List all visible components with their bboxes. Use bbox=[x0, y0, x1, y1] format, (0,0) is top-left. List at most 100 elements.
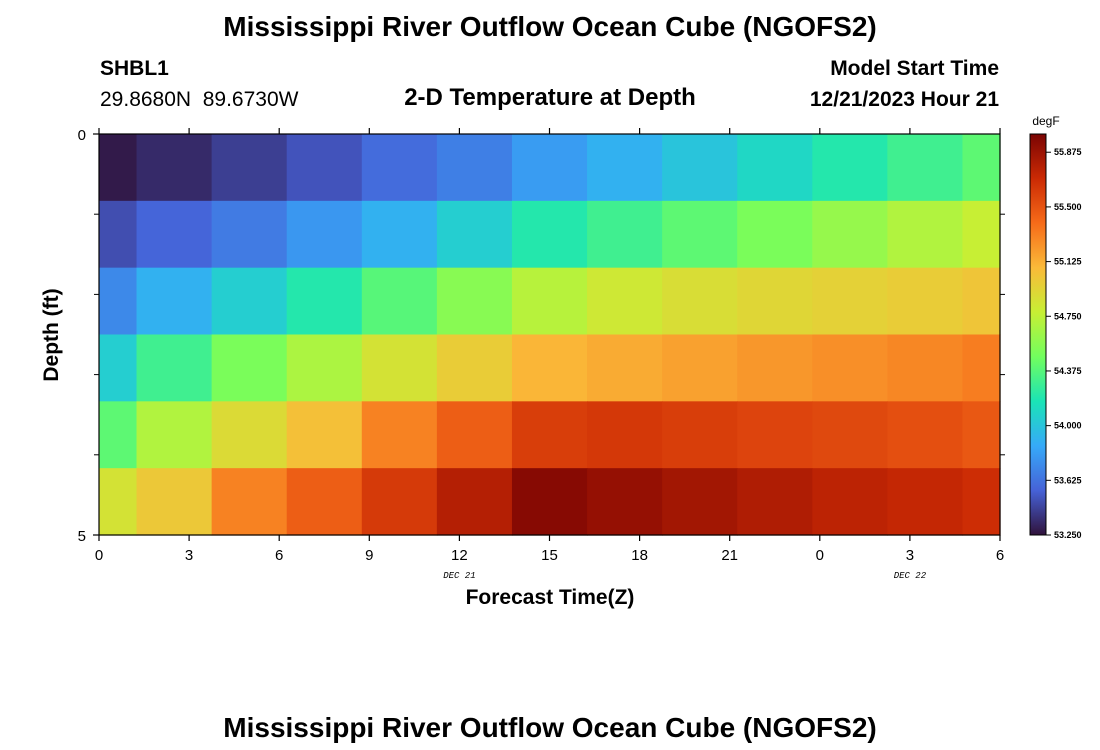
station-id: SHBL1 bbox=[100, 57, 169, 80]
heatmap-cell bbox=[737, 134, 813, 202]
heatmap-cell bbox=[361, 468, 438, 536]
heatmap-cell bbox=[136, 134, 213, 202]
heatmap-cell bbox=[436, 468, 513, 536]
heatmap-cell bbox=[737, 468, 813, 536]
heatmap-cell bbox=[286, 134, 363, 202]
heatmap-cell bbox=[361, 401, 438, 469]
heatmap-cell bbox=[211, 468, 288, 536]
heatmap-cell bbox=[812, 267, 888, 336]
heatmap-cell bbox=[887, 334, 964, 402]
y-axis: 05 bbox=[78, 127, 1005, 545]
heatmap-cell bbox=[361, 334, 438, 402]
heatmap-cell bbox=[962, 334, 1001, 402]
heatmap-cell bbox=[737, 334, 813, 402]
x-axis-label: Forecast Time(Z) bbox=[466, 586, 635, 609]
heatmap-cell bbox=[511, 267, 588, 336]
date-label: DEC 21 bbox=[443, 571, 475, 581]
heatmap-cell bbox=[887, 134, 964, 202]
heatmap-cell bbox=[587, 200, 663, 269]
heatmap-cell bbox=[812, 468, 888, 536]
heatmap-cell bbox=[136, 267, 213, 336]
heatmap-cell bbox=[136, 468, 213, 536]
x-tick-label: 6 bbox=[275, 547, 283, 564]
x-tick-label: 6 bbox=[996, 547, 1004, 564]
heatmap-cell bbox=[962, 200, 1001, 269]
heatmap-cell bbox=[436, 334, 513, 402]
heatmap-cell bbox=[962, 468, 1001, 536]
heatmap-cell bbox=[99, 134, 138, 202]
heatmap-cell bbox=[511, 401, 588, 469]
heatmap-cell bbox=[211, 334, 288, 402]
colorbar-tick-label: 54.750 bbox=[1054, 311, 1082, 321]
station-coordinates: 29.8680N 89.6730W bbox=[100, 88, 299, 111]
heatmap-cell bbox=[436, 267, 513, 336]
colorbar-tick-label: 54.000 bbox=[1054, 421, 1082, 431]
x-tick-label: 21 bbox=[721, 547, 738, 564]
x-tick-label: 0 bbox=[95, 547, 103, 564]
heatmap-cell bbox=[99, 334, 138, 402]
y-tick-label: 0 bbox=[78, 127, 86, 144]
heatmap-cells bbox=[99, 134, 1001, 536]
heatmap-cell bbox=[511, 468, 588, 536]
colorbar-tick-label: 54.375 bbox=[1054, 366, 1082, 376]
chart-subtitle: 2-D Temperature at Depth bbox=[404, 84, 696, 111]
heatmap-cell bbox=[211, 200, 288, 269]
colorbar-gradient bbox=[1029, 133, 1047, 536]
heatmap-cell bbox=[436, 134, 513, 202]
colorbar-tick-label: 55.125 bbox=[1054, 257, 1082, 267]
x-tick-label: 9 bbox=[365, 547, 373, 564]
heatmap-cell bbox=[737, 267, 813, 336]
heatmap-cell bbox=[286, 267, 363, 336]
colorbar-tick-label: 55.875 bbox=[1054, 147, 1082, 157]
heatmap-cell bbox=[211, 401, 288, 469]
heatmap-cell bbox=[662, 134, 738, 202]
chart-title: Mississippi River Outflow Ocean Cube (NG… bbox=[223, 11, 876, 42]
heatmap-cell bbox=[962, 267, 1001, 336]
heatmap-cell bbox=[136, 200, 213, 269]
x-axis: 0 3 6 9 12 15 18 21 0 3 6 DEC 21 DEC 22 bbox=[95, 128, 1004, 581]
heatmap-cell bbox=[361, 134, 438, 202]
colorbar: degF 53.250 53.625 54.000 54.375 54.750 55.12… bbox=[1029, 114, 1082, 540]
heatmap-cell bbox=[436, 401, 513, 469]
heatmap-cell bbox=[737, 401, 813, 469]
heatmap-cell bbox=[211, 134, 288, 202]
heatmap-cell bbox=[136, 334, 213, 402]
colorbar-tick-label: 53.625 bbox=[1054, 475, 1082, 485]
heatmap-cell bbox=[587, 401, 663, 469]
heatmap-cell bbox=[587, 334, 663, 402]
colorbar-tick-label: 53.250 bbox=[1054, 530, 1082, 540]
heatmap-cell bbox=[211, 267, 288, 336]
heatmap-cell bbox=[662, 200, 738, 269]
colorbar-tick-label: 55.500 bbox=[1054, 202, 1082, 212]
heatmap-cell bbox=[361, 200, 438, 269]
x-tick-label: 15 bbox=[541, 547, 558, 564]
heatmap-cell bbox=[136, 401, 213, 469]
x-tick-label: 18 bbox=[631, 547, 648, 564]
footer-title: Mississippi River Outflow Ocean Cube (NG… bbox=[223, 712, 876, 743]
heatmap-cell bbox=[99, 200, 138, 269]
x-tick-label: 3 bbox=[906, 547, 914, 564]
y-tick-label: 5 bbox=[78, 528, 86, 545]
model-start-label: Model Start Time bbox=[830, 57, 999, 80]
heatmap-cell bbox=[812, 401, 888, 469]
heatmap-cell bbox=[286, 334, 363, 402]
heatmap-cell bbox=[99, 267, 138, 336]
x-tick-label: 12 bbox=[451, 547, 468, 564]
heatmap-cell bbox=[887, 200, 964, 269]
heatmap-cell bbox=[662, 334, 738, 402]
heatmap-cell bbox=[286, 401, 363, 469]
heatmap-cell bbox=[887, 267, 964, 336]
heatmap-cell bbox=[361, 267, 438, 336]
heatmap-cell bbox=[662, 401, 738, 469]
heatmap-cell bbox=[99, 468, 138, 536]
heatmap-cell bbox=[962, 401, 1001, 469]
heatmap-cell bbox=[887, 468, 964, 536]
x-tick-label: 3 bbox=[185, 547, 193, 564]
heatmap-cell bbox=[587, 468, 663, 536]
heatmap-cell bbox=[812, 134, 888, 202]
heatmap-cell bbox=[511, 200, 588, 269]
heatmap-cell bbox=[286, 200, 363, 269]
heatmap-cell bbox=[436, 200, 513, 269]
heatmap-cell bbox=[962, 134, 1001, 202]
